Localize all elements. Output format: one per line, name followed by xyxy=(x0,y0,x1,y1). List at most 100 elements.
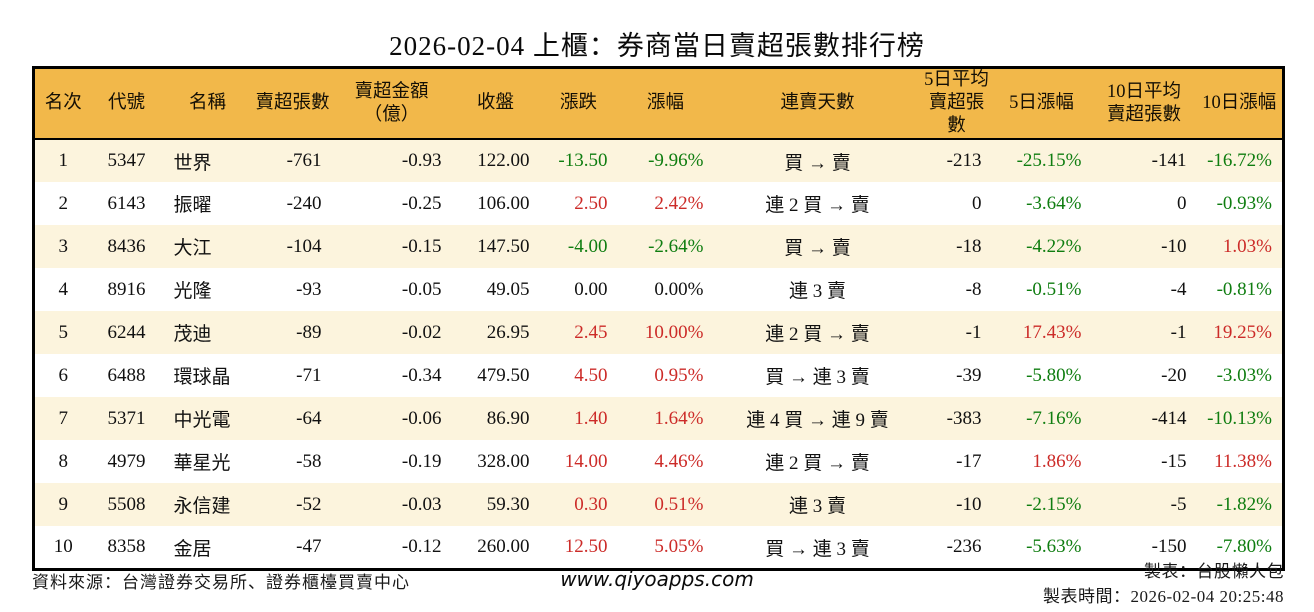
cell-net_sell_amount: -0.19 xyxy=(401,450,442,472)
data-source-note: 資料來源：台灣證券交易所、證券櫃檯買賣中心 xyxy=(32,573,410,592)
cell-change: 0.30 xyxy=(574,493,608,515)
cell-change_pct: 2.42% xyxy=(654,192,704,214)
cell-avg10_net_sell: -150 xyxy=(1151,536,1187,558)
table-row: 6 6488 環球晶 -71 -0.34 479.50 4.50 0.95% 買 → 連 3 賣… xyxy=(33,354,1284,398)
maker-label: 製表：台股懶人包 xyxy=(1144,562,1284,581)
cell-streak: 連 3 賣 xyxy=(788,281,846,303)
cell-close: 49.05 xyxy=(486,278,530,300)
cell-streak: 連 2 買 → 賣 xyxy=(765,324,870,346)
cell-avg5_net_sell: -39 xyxy=(956,364,982,386)
cell-pct_10d: -1.82% xyxy=(1216,493,1272,515)
cell-change_pct: 5.05% xyxy=(654,536,704,558)
cell-net_sell: -64 xyxy=(296,407,322,429)
cell-name: 茂迪 xyxy=(173,324,212,346)
cell-streak: 連 3 賣 xyxy=(788,496,846,518)
cell-pct_5d: -0.51% xyxy=(1026,278,1082,300)
cell-net_sell: -93 xyxy=(296,278,322,300)
cell-avg5_net_sell: 0 xyxy=(972,192,982,214)
cell-rank: 2 xyxy=(58,192,69,214)
cell-change_pct: -9.96% xyxy=(648,150,704,172)
cell-streak: 買 → 連 3 賣 xyxy=(765,538,870,560)
cell-code: 8436 xyxy=(107,235,146,257)
cell-avg10_net_sell: -20 xyxy=(1161,364,1187,386)
cell-net_sell: -47 xyxy=(296,536,322,558)
footer-credits: 製表：台股懶人包 製表時間：2026-02-04 20:25:48 xyxy=(1043,560,1284,609)
cell-streak: 連 2 買 → 賣 xyxy=(765,453,870,475)
cell-code: 6244 xyxy=(107,321,146,343)
cell-avg10_net_sell: -1 xyxy=(1170,321,1187,343)
cell-rank: 4 xyxy=(58,278,69,300)
cell-rank: 3 xyxy=(58,235,69,257)
cell-change_pct: 0.00% xyxy=(654,278,704,300)
cell-avg5_net_sell: -8 xyxy=(965,278,982,300)
cell-rank: 10 xyxy=(53,536,73,558)
cell-net_sell_amount: -0.12 xyxy=(401,536,442,558)
cell-change_pct: -2.64% xyxy=(648,235,704,257)
cell-name: 大江 xyxy=(173,238,212,260)
cell-code: 5508 xyxy=(107,493,146,515)
cell-net_sell_amount: -0.06 xyxy=(401,407,442,429)
cell-avg5_net_sell: -1 xyxy=(965,321,982,343)
cell-pct_5d: 17.43% xyxy=(1022,321,1082,343)
cell-close: 59.30 xyxy=(486,493,530,515)
cell-close: 86.90 xyxy=(486,407,530,429)
cell-rank: 6 xyxy=(58,364,69,386)
cell-net_sell: -52 xyxy=(296,493,322,515)
cell-avg5_net_sell: -213 xyxy=(946,150,982,172)
col-header-pct_5d: 5日漲幅 xyxy=(991,67,1092,141)
col-header-rank: 名次 xyxy=(33,67,92,141)
cell-avg5_net_sell: -17 xyxy=(956,450,982,472)
table-header-row: 名次 代號 名稱 賣超張數 賣超金額 （億） 收盤 漲跌 漲幅 連賣天數 5日平均 賣超張數 5日漲… xyxy=(33,67,1284,141)
col-header-change_pct: 漲幅 xyxy=(617,67,714,141)
col-header-pct_10d: 10日漲幅 xyxy=(1196,67,1284,141)
cell-pct_5d: -2.15% xyxy=(1026,493,1082,515)
col-header-streak: 連賣天數 xyxy=(713,67,922,141)
cell-change: 14.00 xyxy=(564,450,608,472)
cell-change: 1.40 xyxy=(574,407,608,429)
cell-avg5_net_sell: -18 xyxy=(956,235,982,257)
table-row: 10 8358 金居 -47 -0.12 260.00 12.50 5.05% 買 → 連 3 … xyxy=(33,526,1284,570)
cell-close: 328.00 xyxy=(477,450,530,472)
col-header-net_sell: 賣超張數 xyxy=(253,67,332,141)
broker-net-sell-ranking-table: 名次 代號 名稱 賣超張數 賣超金額 （億） 收盤 漲跌 漲幅 連賣天數 5日平均 賣超張數 5日漲… xyxy=(32,66,1285,571)
cell-streak: 買 → 連 3 賣 xyxy=(765,367,870,389)
cell-net_sell_amount: -0.25 xyxy=(401,192,442,214)
cell-change_pct: 10.00% xyxy=(644,321,704,343)
cell-pct_5d: -3.64% xyxy=(1026,192,1082,214)
cell-close: 122.00 xyxy=(477,150,530,172)
cell-name: 華星光 xyxy=(173,453,231,475)
col-header-name: 名稱 xyxy=(161,67,254,141)
cell-name: 金居 xyxy=(173,538,212,560)
cell-streak: 連 2 買 → 賣 xyxy=(765,195,870,217)
cell-name: 環球晶 xyxy=(173,367,231,389)
table-row: 7 5371 中光電 -64 -0.06 86.90 1.40 1.64% 連 4 買 → 連 … xyxy=(33,397,1284,441)
cell-pct_5d: 1.86% xyxy=(1032,450,1082,472)
cell-avg10_net_sell: -4 xyxy=(1170,278,1187,300)
col-header-avg5_net_sell: 5日平均 賣超張數 xyxy=(921,67,992,141)
table-row: 4 8916 光隆 -93 -0.05 49.05 0.00 0.00% 連 3 賣 -8 -0.5… xyxy=(33,268,1284,312)
cell-avg10_net_sell: -414 xyxy=(1151,407,1187,429)
cell-change: 12.50 xyxy=(564,536,608,558)
cell-streak: 買 → 賣 xyxy=(784,238,851,260)
table-row: 2 6143 振曜 -240 -0.25 106.00 2.50 2.42% 連 2 買 → 賣… xyxy=(33,182,1284,226)
cell-code: 4979 xyxy=(107,450,146,472)
cell-streak: 買 → 賣 xyxy=(784,152,851,174)
cell-change: -4.00 xyxy=(567,235,608,257)
cell-name: 光隆 xyxy=(173,281,212,303)
page-title: 2026-02-04 上櫃：券商當日賣超張數排行榜 xyxy=(389,31,925,61)
cell-net_sell: -89 xyxy=(296,321,322,343)
cell-rank: 9 xyxy=(58,493,69,515)
cell-net_sell_amount: -0.05 xyxy=(401,278,442,300)
cell-name: 永信建 xyxy=(173,496,231,518)
cell-code: 8916 xyxy=(107,278,146,300)
cell-change: -13.50 xyxy=(558,150,608,172)
cell-streak: 連 4 買 → 連 9 賣 xyxy=(746,410,889,432)
cell-rank: 8 xyxy=(58,450,69,472)
made-time-label: 製表時間：2026-02-04 20:25:48 xyxy=(1042,586,1284,606)
cell-avg10_net_sell: -141 xyxy=(1151,150,1187,172)
cell-pct_10d: 11.38% xyxy=(1214,450,1272,472)
cell-avg5_net_sell: -383 xyxy=(946,407,982,429)
table-row: 9 5508 永信建 -52 -0.03 59.30 0.30 0.51% 連 3 賣 -10 -2… xyxy=(33,483,1284,527)
cell-pct_5d: -7.16% xyxy=(1026,407,1082,429)
cell-code: 6143 xyxy=(107,192,146,214)
